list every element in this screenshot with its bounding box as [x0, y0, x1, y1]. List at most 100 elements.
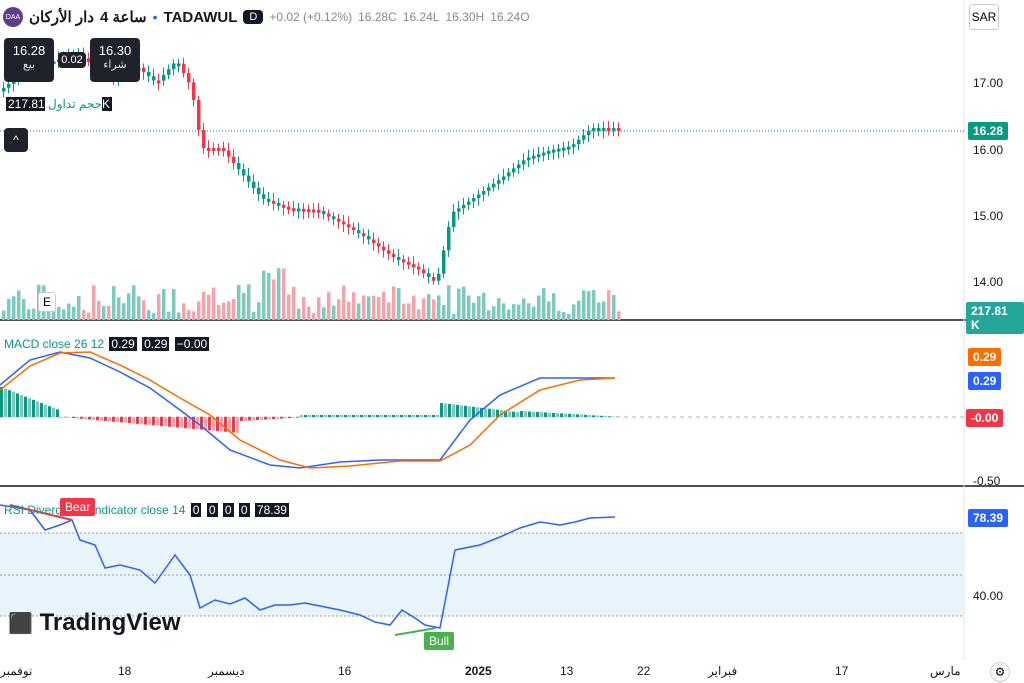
macd-histogram-bar — [580, 414, 583, 417]
price-candle — [157, 80, 161, 84]
macd-histogram-bar — [316, 415, 319, 417]
interval-badge[interactable]: D — [243, 10, 264, 24]
macd-histogram-bar — [384, 415, 387, 417]
volume-bar — [237, 284, 241, 320]
bull-divergence-line — [394, 627, 437, 636]
rsi-value: 0 — [222, 503, 234, 517]
volume-bar — [257, 302, 261, 320]
macd-histogram-bar — [456, 404, 459, 417]
macd-histogram-bar — [32, 399, 35, 417]
volume-bar — [462, 286, 466, 320]
volume-bar — [357, 303, 361, 320]
macd-histogram-bar — [452, 404, 455, 417]
price-candle — [567, 146, 571, 150]
macd-histogram-bar — [276, 417, 279, 419]
volume-bar — [382, 291, 386, 320]
macd-histogram-bar — [332, 415, 335, 417]
price-candle — [512, 168, 516, 173]
interval-label[interactable]: ساعة 4 — [99, 9, 147, 26]
macd-histogram-bar — [380, 415, 383, 417]
rsi-value: 0 — [190, 503, 202, 517]
macd-histogram-bar — [268, 417, 271, 420]
price-candle — [492, 183, 496, 188]
macd-histogram-bar — [232, 417, 235, 433]
volume-bar — [272, 279, 276, 320]
volume-bar — [502, 303, 506, 320]
price-candle — [607, 128, 611, 131]
macd-histogram-bar — [328, 415, 331, 417]
price-candle — [617, 128, 621, 131]
volume-legend[interactable]: حجم تداول 217.81K — [4, 97, 113, 111]
macd-legend[interactable]: MACD close 26 12 0.29 0.29 −0.00 — [4, 337, 210, 351]
volume-bar — [402, 303, 406, 320]
price-candle — [337, 218, 341, 222]
buy-button[interactable]: 16.30 شراء — [90, 38, 140, 82]
volume-bar — [182, 303, 186, 320]
settings-gear-icon[interactable]: ⚙ — [990, 662, 1010, 682]
volume-bar — [127, 293, 131, 320]
price-candle — [402, 259, 406, 263]
rsi-legend[interactable]: RSI Divergence Indicator close 14 0 0 0 … — [4, 503, 289, 517]
sell-button[interactable]: 16.28 بيع — [4, 38, 54, 82]
dot-separator: • — [152, 9, 158, 25]
volume-bar — [27, 309, 31, 320]
bear-label: Bear — [60, 498, 96, 516]
volume-bar — [222, 302, 226, 320]
macd-signal-value: 0.29 — [142, 337, 170, 351]
symbol-title[interactable]: دار الأركان — [29, 9, 94, 26]
price-candle — [467, 201, 471, 205]
macd-histogram-bar — [256, 417, 259, 421]
price-candle — [167, 69, 171, 75]
price-candle — [577, 139, 581, 145]
macd-histogram-bar — [28, 398, 31, 417]
macd-histogram-bar — [252, 417, 255, 421]
price-candle — [427, 273, 431, 277]
price-tick: 16.00 — [973, 143, 1004, 157]
rsi-tag: 78.39 — [968, 509, 1009, 527]
sell-price: 16.28 — [12, 43, 46, 58]
watermark-text: TradingView — [39, 609, 181, 636]
price-candle — [362, 233, 366, 237]
macd-histogram-bar — [240, 417, 243, 421]
exchange-label[interactable]: TADAWUL — [163, 8, 238, 26]
volume-bar — [582, 290, 586, 320]
macd-histogram-bar — [264, 417, 267, 420]
macd-histogram-bar — [100, 417, 103, 421]
macd-histogram-bar — [88, 417, 91, 420]
macd-histogram-bar — [144, 417, 147, 425]
macd-histogram-bar — [236, 417, 239, 433]
price-candle — [237, 163, 241, 170]
currency-button[interactable]: SAR — [969, 4, 999, 30]
price-candle — [177, 63, 181, 67]
volume-bar — [487, 310, 491, 320]
macd-histogram-bar — [304, 415, 307, 417]
volume-bar — [302, 296, 306, 320]
rsi-value: 78.39 — [254, 503, 289, 517]
macd-histogram-bar — [504, 410, 507, 417]
volume-bar — [192, 311, 196, 320]
time-tick: 2025 — [465, 664, 492, 678]
macd-histogram-bar — [244, 417, 247, 421]
volume-bar — [607, 290, 611, 320]
high-value: 16.30H — [445, 10, 485, 24]
macd-histogram-bar — [484, 408, 487, 417]
price-candle — [217, 148, 221, 151]
macd-histogram-bar — [272, 417, 275, 420]
macd-histogram-bar — [520, 411, 523, 417]
macd-histogram-bar — [180, 417, 183, 428]
volume-bar — [167, 311, 171, 320]
price-candle — [477, 194, 481, 199]
macd-histogram-bar — [68, 417, 71, 418]
volume-bar — [67, 303, 71, 320]
price-candle — [517, 164, 521, 169]
price-tick: 17.00 — [973, 76, 1004, 90]
macd-signal-line — [0, 351, 616, 469]
volume-bar — [32, 308, 36, 320]
macd-histogram-bar — [448, 403, 451, 417]
volume-bar — [497, 298, 501, 320]
collapse-chevron-icon[interactable]: ^ — [4, 128, 28, 152]
price-candle — [392, 253, 396, 257]
macd-histogram-bar — [436, 415, 439, 417]
earnings-marker[interactable]: E — [38, 292, 56, 312]
